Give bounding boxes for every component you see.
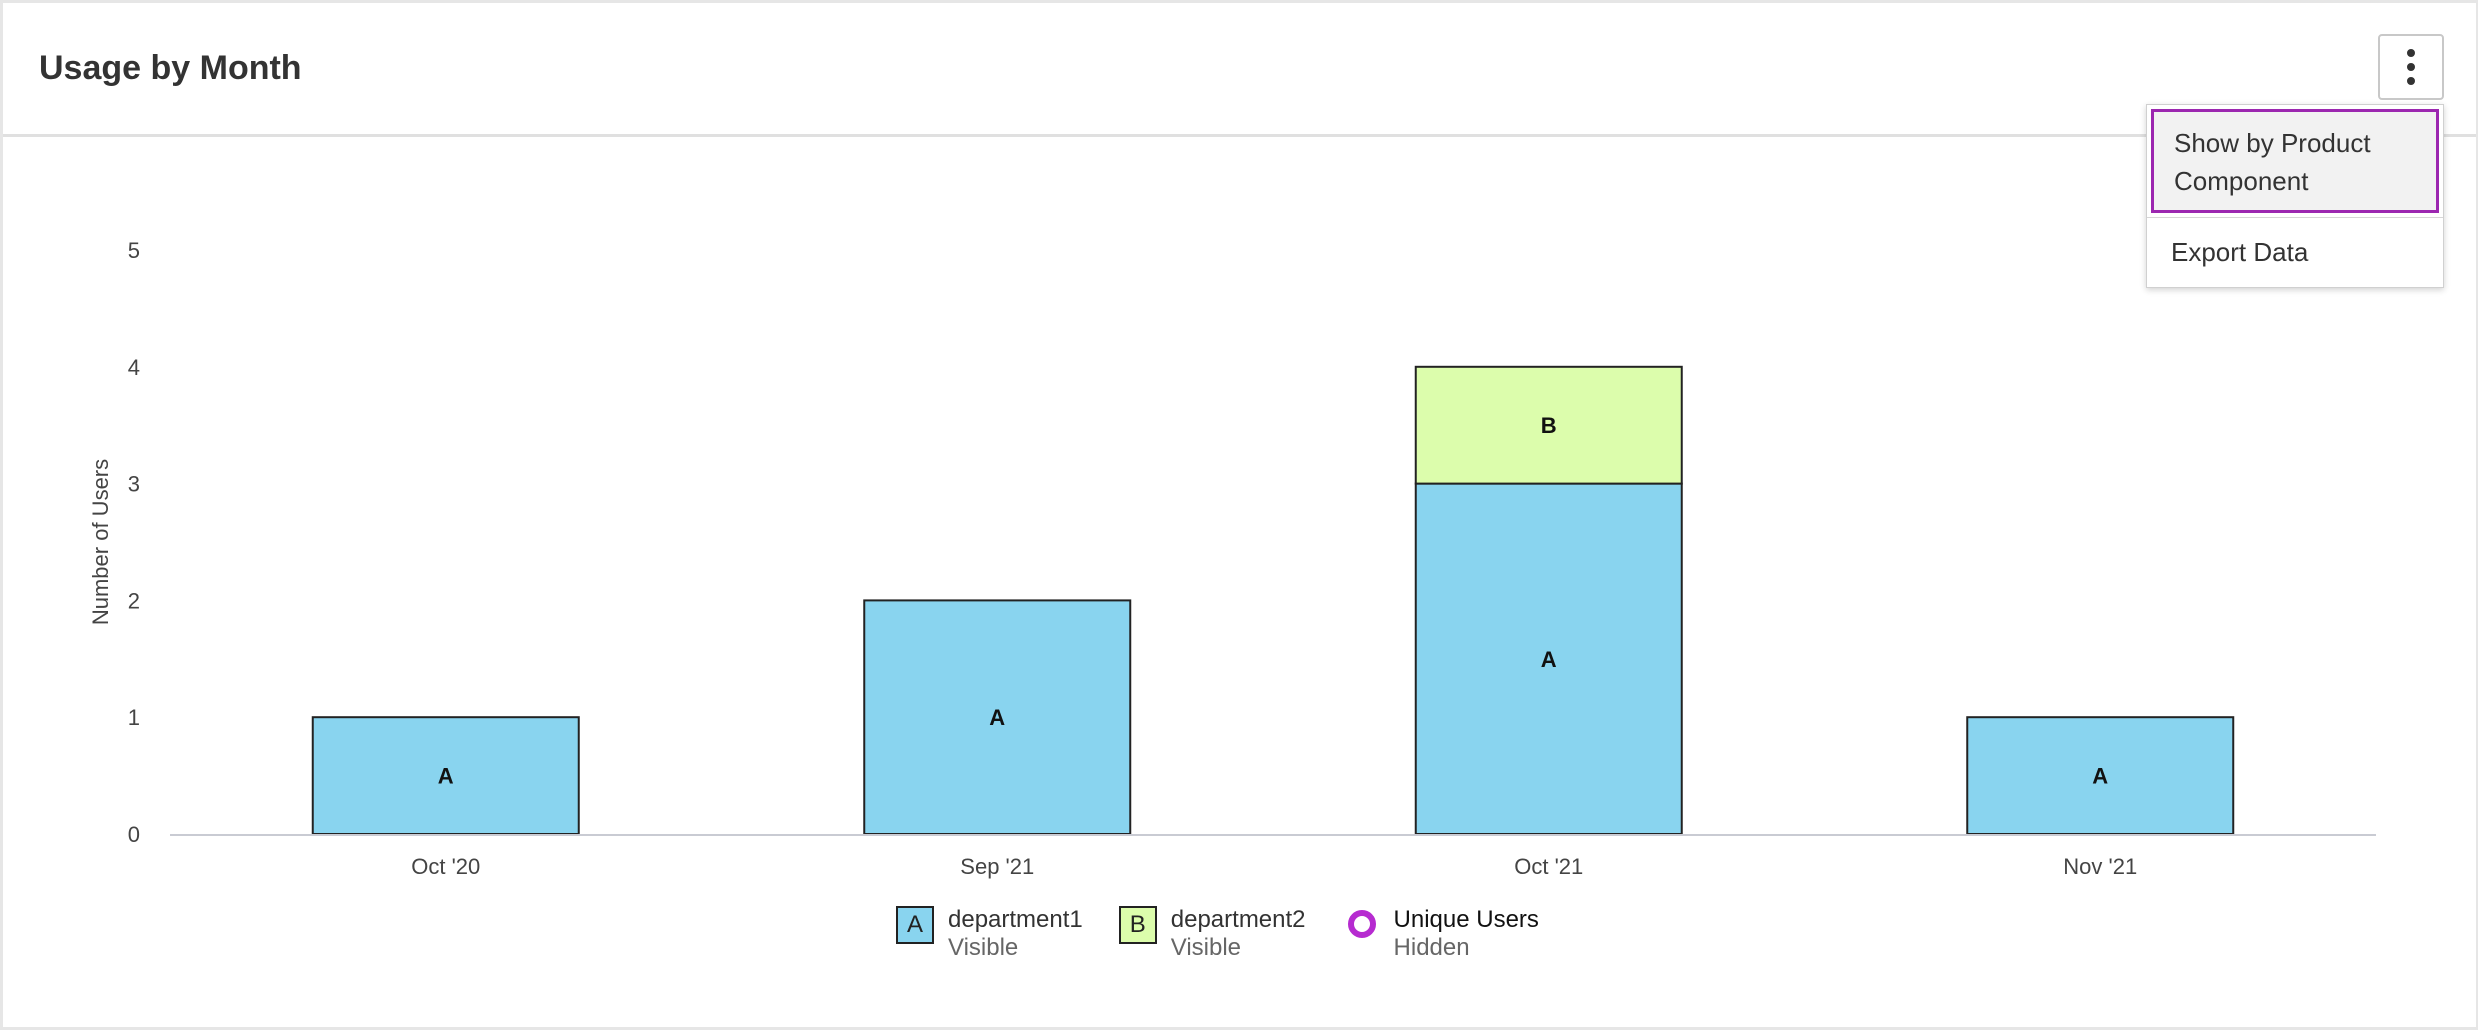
legend-status-unique-users: Hidden xyxy=(1393,934,1470,961)
ring-marker-icon xyxy=(1347,910,1376,938)
bar-department1-3[interactable] xyxy=(1966,716,2235,836)
card-header: Usage by Month xyxy=(3,3,2476,137)
y-tick-label: 3 xyxy=(128,472,140,497)
kebab-dot-icon xyxy=(2407,49,2415,57)
bar-label: A xyxy=(1541,647,1557,672)
bar-department1-1[interactable] xyxy=(863,599,1132,836)
menu-divider xyxy=(2147,217,2443,218)
bar-department1-0[interactable] xyxy=(311,716,580,836)
chart-title: Usage by Month xyxy=(39,49,302,87)
options-menu: Show by Product Component Export Data xyxy=(2146,104,2444,288)
kebab-dot-icon xyxy=(2407,63,2415,71)
legend-status-department1: Visible xyxy=(948,934,1019,961)
x-tick-label: Nov '21 xyxy=(2063,854,2137,879)
bar-label: A xyxy=(438,764,454,789)
y-tick-label: 0 xyxy=(128,822,140,847)
y-tick-label: 1 xyxy=(128,705,140,730)
legend-name-unique-users: Unique Users xyxy=(1393,906,1539,933)
legend-item-unique-users[interactable]: Unique Users Hidden xyxy=(1342,906,1539,962)
legend-item-department2[interactable]: B department2 Visible xyxy=(1118,906,1306,962)
legend-swatch-department2: B xyxy=(1118,906,1157,944)
more-options-button[interactable] xyxy=(2378,34,2444,100)
y-axis-label: Number of Users xyxy=(88,459,113,625)
bar-label: A xyxy=(989,705,1005,730)
kebab-dot-icon xyxy=(2407,77,2415,85)
legend-name-department2: department2 xyxy=(1170,906,1306,933)
x-tick-label: Oct '21 xyxy=(1514,854,1583,879)
x-tick-label: Oct '20 xyxy=(411,854,480,879)
legend-item-department1[interactable]: A department1 Visible xyxy=(896,906,1083,962)
chart-legend: A department1 Visible B department2 Visi… xyxy=(896,906,1575,962)
legend-name-department1: department1 xyxy=(948,906,1083,933)
y-tick-label: 5 xyxy=(128,238,140,263)
legend-swatch-department1: A xyxy=(896,906,934,944)
menu-item-export-data[interactable]: Export Data xyxy=(2171,237,2309,267)
x-tick-label: Sep '21 xyxy=(960,854,1034,879)
legend-status-department2: Visible xyxy=(1170,934,1242,961)
menu-item-show-by-product-component[interactable]: Show by Product Component xyxy=(2151,109,2439,213)
y-tick-label: 2 xyxy=(128,588,140,613)
bar-label: A xyxy=(2092,764,2108,789)
bar-label: B xyxy=(1541,413,1557,438)
bar-department2-2[interactable] xyxy=(1414,365,1683,485)
y-tick-label: 4 xyxy=(128,355,140,380)
bar-department1-2[interactable] xyxy=(1414,482,1683,835)
